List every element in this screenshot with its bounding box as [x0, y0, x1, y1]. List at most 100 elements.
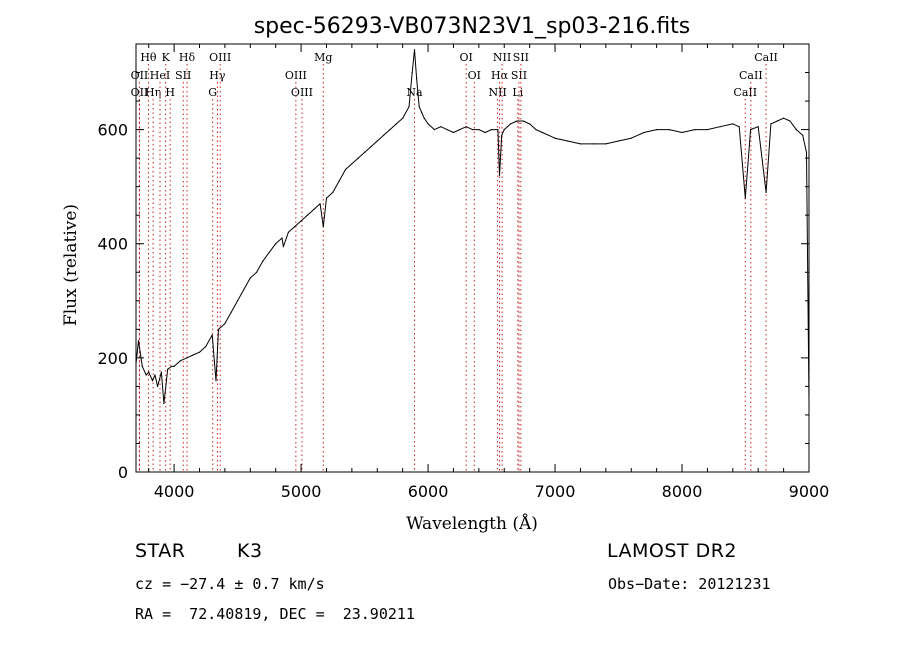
spectrum-point	[802, 134, 804, 136]
spectrum-point	[529, 123, 531, 125]
spectrum-point	[471, 129, 474, 131]
spectrum-point	[141, 365, 143, 367]
spectrum-point	[757, 126, 759, 128]
spectrum-point	[173, 365, 175, 367]
line-marker-label: G	[208, 86, 217, 99]
line-marker-label: K	[162, 51, 171, 64]
line-marker-label: OI	[459, 51, 472, 64]
spectrum-point	[630, 137, 632, 139]
spectrum-point	[744, 197, 746, 199]
spectrum-point	[770, 123, 772, 125]
spectrum-point	[322, 226, 324, 228]
spectrum-point	[750, 129, 752, 131]
spectrum-point	[243, 288, 245, 290]
spectrum-point	[732, 123, 734, 125]
spectrum-point	[516, 120, 518, 122]
spectrum-point	[535, 129, 537, 131]
spectrum-point	[157, 385, 159, 387]
spectrum-point	[427, 123, 429, 125]
spectrum-point	[370, 146, 372, 148]
spectrum-point	[154, 374, 156, 376]
spectrum-point	[719, 126, 721, 128]
spectrum-point	[351, 163, 353, 165]
spectrum-point	[167, 368, 169, 370]
velocity-readout: cz = −27.4 ± 0.7 km/s	[135, 575, 325, 593]
spectrum-point	[416, 77, 418, 79]
spectrum-point	[287, 231, 289, 233]
spectrum-point	[694, 129, 696, 131]
line-markers: OIIOIIHθHηHeIKHSIIHδGHγOIIIOIIIOIIIMgNaO…	[131, 51, 778, 472]
spectrum-point	[230, 311, 232, 313]
line-marker-label: OIII	[291, 86, 313, 99]
line-marker-label: NII	[488, 86, 506, 99]
line-marker-label: Hη	[145, 86, 161, 99]
spectrum-point	[783, 117, 785, 119]
spectrum-line-0	[135, 49, 810, 404]
spectrum-point	[192, 354, 194, 356]
x-axis-label: Wavelength (Å)	[406, 513, 538, 534]
spectrum-point	[446, 129, 448, 131]
plot-frame	[135, 43, 810, 473]
spectrum-point	[313, 208, 315, 211]
spectrum-point	[211, 334, 213, 336]
spectrum-point	[262, 260, 264, 262]
x-tick-label: 9000	[789, 482, 830, 501]
spectrum-point	[256, 271, 258, 273]
survey-name: LAMOST DR2	[607, 540, 737, 562]
spectrum-point	[681, 131, 683, 134]
spectrum-point	[135, 363, 137, 365]
line-marker-label: H	[165, 86, 175, 99]
spectrum-point	[541, 131, 543, 134]
spectrum-point	[548, 134, 550, 136]
line-marker-label: Li	[512, 86, 523, 99]
spectrum-point	[579, 143, 582, 145]
spectrum-point	[643, 131, 645, 134]
spectrum-point	[160, 371, 162, 373]
spectrum-point	[389, 129, 391, 131]
spectrum-point	[592, 143, 594, 145]
y-tick-label: 400	[97, 235, 128, 254]
spectrum-point	[198, 351, 201, 353]
x-tick-label: 7000	[535, 482, 576, 501]
spectrum-point	[383, 134, 385, 136]
spectrum-point	[465, 126, 467, 128]
spectrum-point	[765, 191, 767, 193]
x-tick-label: 8000	[662, 482, 703, 501]
spectrum-point	[478, 129, 480, 131]
spectrum-point	[338, 180, 340, 182]
object-class: STAR	[135, 540, 186, 562]
spectrum-point	[148, 371, 150, 373]
spectrum-point	[364, 151, 366, 153]
spectrum-point	[171, 365, 173, 367]
spectrum-point	[510, 123, 512, 125]
line-marker-label: SII	[175, 69, 191, 82]
chart-title: spec-56293-VB073N23V1_sp03-216.fits	[254, 14, 691, 39]
spectrum-point	[617, 140, 620, 142]
spectrum-point	[411, 71, 413, 74]
spectrum-point	[554, 137, 556, 139]
line-marker-label: OII	[131, 69, 149, 82]
spectrum-point	[332, 191, 334, 193]
spectrum-point	[205, 345, 207, 348]
spectrum-point	[656, 129, 658, 131]
line-marker-label: OIII	[209, 51, 231, 64]
spectrum-point	[738, 126, 740, 128]
line-marker-label: OII	[131, 86, 149, 99]
spectrum-point	[294, 226, 296, 228]
spectrum-point	[186, 357, 188, 359]
spectrum-point	[344, 168, 347, 171]
spectrum-point	[423, 117, 425, 119]
line-marker-label: OIII	[285, 69, 307, 82]
spectrum-point	[490, 129, 493, 131]
spectrum-point	[249, 277, 251, 279]
spectrum-point	[145, 374, 147, 376]
spectrum-point	[413, 49, 416, 51]
spectrum-point	[418, 106, 420, 108]
spectrum-point	[498, 174, 501, 176]
spectrum-point	[776, 120, 778, 122]
x-tick-label: 6000	[408, 482, 449, 501]
spectrum-point	[421, 111, 423, 114]
line-marker-label: CaII	[739, 69, 763, 82]
spectrum-point	[433, 129, 435, 131]
